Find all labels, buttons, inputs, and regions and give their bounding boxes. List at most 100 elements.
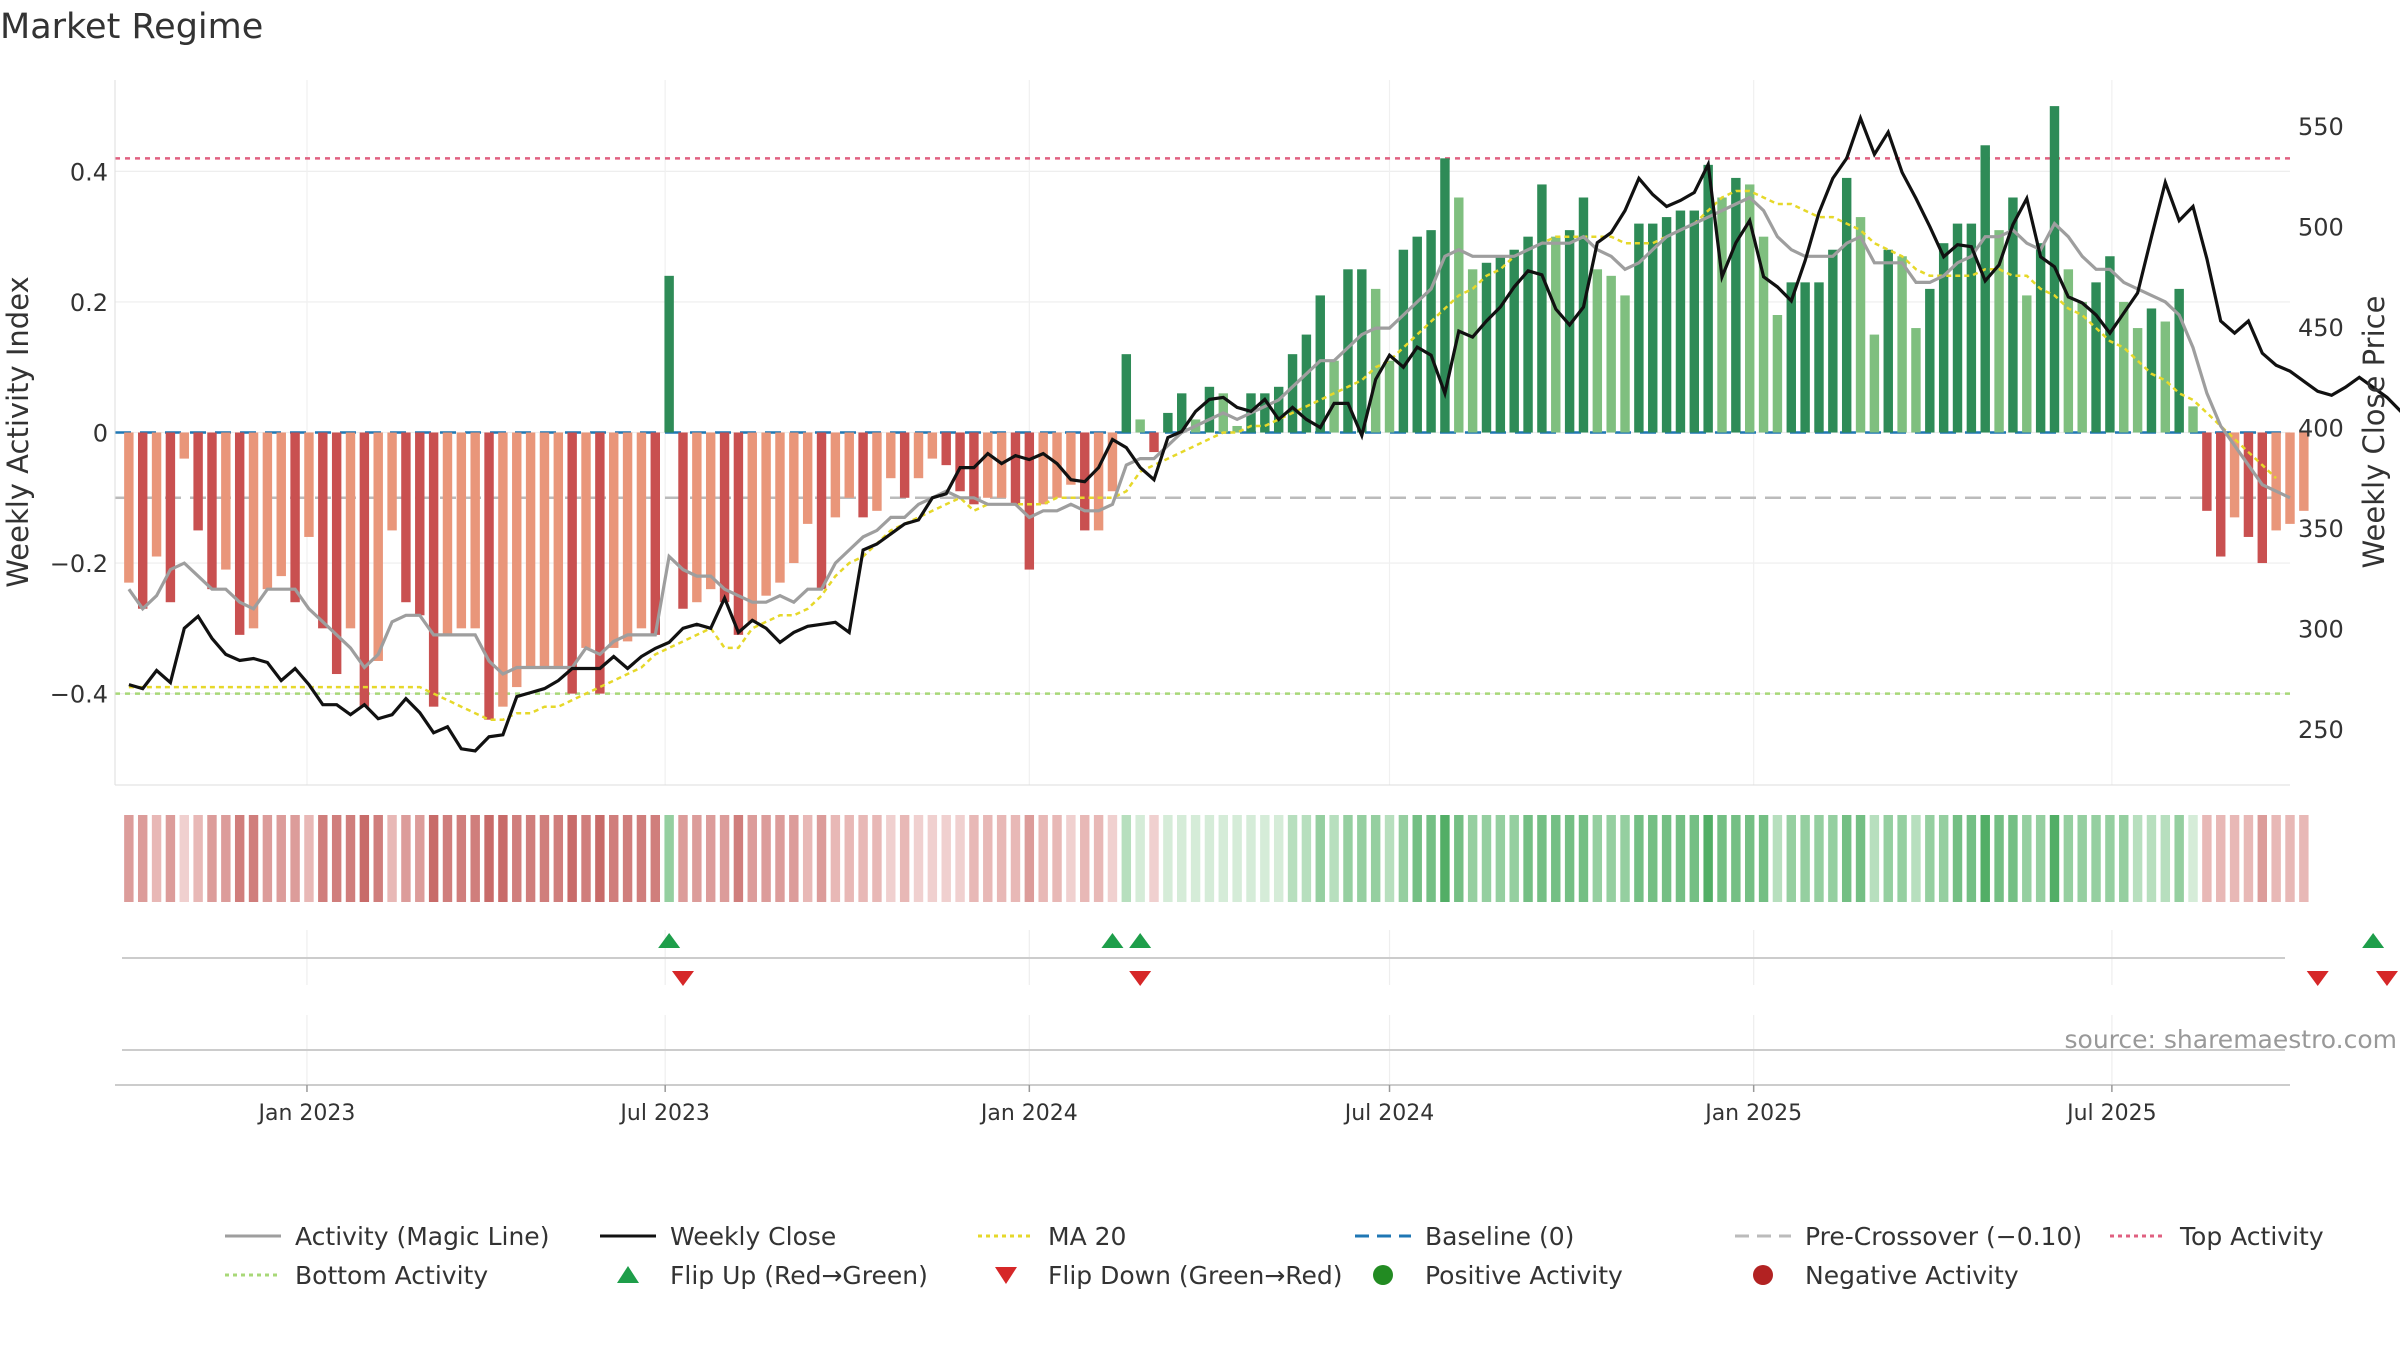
y-tick-label: 0.4 xyxy=(70,158,108,186)
regime-cell xyxy=(2091,815,2101,902)
activity-bar xyxy=(1121,354,1132,433)
regime-cell xyxy=(733,815,744,902)
regime-cell xyxy=(1551,815,1561,902)
legend-item: Flip Down (Green→Red) xyxy=(995,1261,1343,1290)
legend-label: Negative Activity xyxy=(1805,1261,2019,1290)
legend-item: Negative Activity xyxy=(1753,1261,2019,1290)
regime-cell xyxy=(1038,815,1048,902)
activity-bar xyxy=(1758,236,1769,433)
activity-bar xyxy=(318,432,328,629)
legend-item: Top Activity xyxy=(2110,1222,2324,1251)
activity-bar xyxy=(1828,249,1838,433)
activity-bar xyxy=(1287,354,1298,433)
activity-bar xyxy=(2257,432,2268,564)
regime-cell xyxy=(221,815,231,902)
regime-cell xyxy=(1509,815,1519,902)
legend-item: Flip Up (Red→Green) xyxy=(617,1261,928,1290)
activity-bar xyxy=(2035,243,2046,433)
activity-bar xyxy=(1994,230,2004,433)
regime-cell xyxy=(151,815,162,902)
regime-cell xyxy=(747,815,757,902)
regime-cell xyxy=(1121,815,1132,902)
regime-cell xyxy=(498,815,508,902)
activity-bar xyxy=(1869,334,1880,433)
activity-bar xyxy=(2202,432,2212,511)
regime-cell xyxy=(2271,815,2281,902)
regime-cell xyxy=(595,815,605,902)
activity-bar xyxy=(470,432,480,629)
activity-bar xyxy=(2008,197,2018,433)
regime-cell xyxy=(1620,815,1630,902)
activity-bar xyxy=(193,432,203,531)
activity-bar xyxy=(719,432,730,603)
y-tick-label: 0 xyxy=(93,420,108,448)
regime-cell xyxy=(1412,815,1422,902)
activity-bar xyxy=(262,432,273,590)
activity-bar xyxy=(1689,210,1700,433)
activity-bar xyxy=(1260,393,1270,433)
activity-bar xyxy=(802,432,813,524)
legend-item: Baseline (0) xyxy=(1355,1222,1574,1251)
activity-bar xyxy=(2160,321,2171,433)
activity-bar xyxy=(775,432,785,583)
activity-bar xyxy=(927,432,938,459)
regime-cell xyxy=(996,815,1007,902)
legend-label: Pre-Crossover (−0.10) xyxy=(1805,1222,2082,1251)
regime-cell xyxy=(1648,815,1658,902)
regime-cell xyxy=(456,815,467,902)
magic-line xyxy=(127,195,2291,676)
activity-bar xyxy=(1592,269,1603,433)
regime-cell xyxy=(428,815,439,902)
regime-cell xyxy=(2216,815,2226,902)
regime-cell xyxy=(609,815,619,902)
legend-label: Activity (Magic Line) xyxy=(295,1222,549,1251)
flip-down-marker xyxy=(1129,971,1152,986)
activity-bar xyxy=(1786,282,1796,433)
legend-label: Bottom Activity xyxy=(295,1261,488,1290)
regime-cell xyxy=(1731,815,1741,902)
activity-bar xyxy=(1578,197,1589,433)
activity-dots-panel xyxy=(115,1015,2290,1086)
weekly-close-line xyxy=(128,113,2400,753)
activity-bar xyxy=(1481,262,1492,433)
regime-cell xyxy=(1163,815,1173,902)
flip-down-marker xyxy=(2375,971,2398,986)
activity-bar xyxy=(1772,315,1783,433)
regime-cell xyxy=(1523,815,1533,902)
x-ticks: Jan 2023 Jul 2023 Jan 2024 Jul 2024 Jan 2025… xyxy=(257,1085,2157,1126)
activity-bar xyxy=(207,432,217,590)
regime-cell xyxy=(789,815,799,902)
activity-bar xyxy=(650,432,660,635)
activity-bar xyxy=(1661,217,1672,433)
activity-bar xyxy=(179,432,189,459)
regime-cell xyxy=(262,815,273,902)
activity-bar xyxy=(1897,256,1907,433)
activity-bar xyxy=(844,432,854,498)
activity-bar xyxy=(1384,360,1395,433)
left-y-ticks: 0.4 0.2 0 −0.2 −0.4 xyxy=(50,158,108,708)
y-axis-label: Weekly Activity Index xyxy=(1,276,35,587)
regime-cell xyxy=(858,815,868,902)
regime-cell xyxy=(2299,815,2309,902)
regime-cell xyxy=(1177,815,1187,902)
regime-cell xyxy=(1925,815,1935,902)
regime-cell xyxy=(1883,815,1893,902)
regime-cell xyxy=(1370,815,1381,902)
series-lines xyxy=(127,113,2400,753)
y-tick-label: 0.2 xyxy=(70,289,108,317)
regime-cell xyxy=(1869,815,1880,902)
regime-cell xyxy=(539,815,550,902)
regime-cell xyxy=(1052,815,1062,902)
regime-cell xyxy=(983,815,993,902)
activity-bar xyxy=(1495,256,1506,433)
legend-label: Weekly Close xyxy=(670,1222,836,1251)
regime-cell xyxy=(1107,815,1118,902)
activity-bar xyxy=(1952,223,1963,433)
activity-bar xyxy=(567,432,577,694)
x-tick-label: Jul 2023 xyxy=(618,1101,710,1126)
activity-bar xyxy=(1440,158,1450,433)
activity-bar xyxy=(761,432,771,596)
regime-cell xyxy=(1606,815,1616,902)
activity-bar xyxy=(1315,295,1325,433)
